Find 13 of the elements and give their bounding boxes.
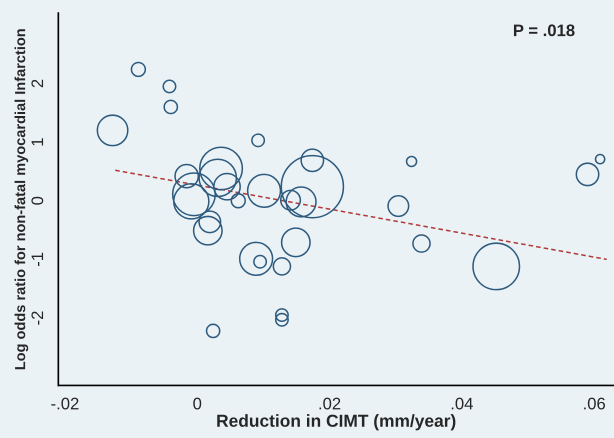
- x-tick-label: .04: [452, 398, 473, 410]
- x-tick-label: .06: [584, 398, 606, 410]
- y-tick-label: 2: [31, 80, 44, 88]
- y-tick-label: 1: [32, 138, 44, 146]
- annotation: P = .018: [514, 24, 575, 36]
- x-tick-label: -.02: [51, 398, 78, 410]
- y-tick-label: -1: [32, 252, 44, 266]
- x-axis-title: Reduction in CIMT (mm/year): [217, 414, 456, 430]
- x-tick-label: 0: [193, 398, 202, 410]
- x-tick-label: .02: [319, 398, 340, 410]
- y-tick-label: -2: [31, 311, 44, 325]
- y-axis-title: Log odds ratio for non-fatal myocardial Infarction: [14, 29, 28, 370]
- y-tick-label: 0: [31, 196, 44, 205]
